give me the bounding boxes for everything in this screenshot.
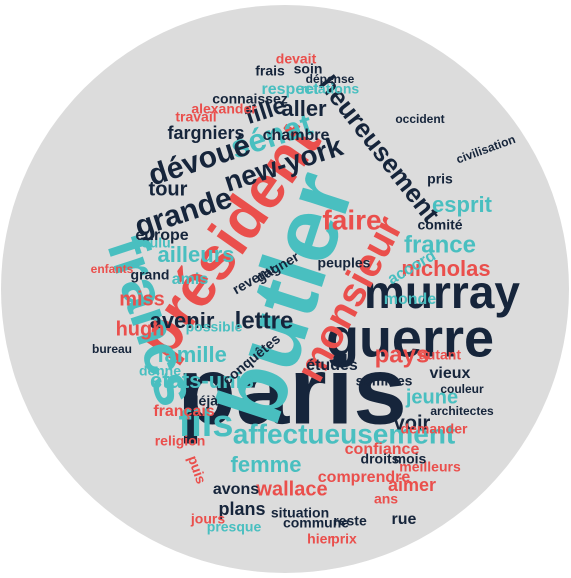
word: voulu	[133, 235, 170, 251]
word: dépense	[306, 72, 355, 86]
word: couleur	[440, 382, 484, 396]
word: donne	[139, 363, 181, 379]
word: situation	[271, 505, 329, 521]
word: aimer	[388, 475, 436, 495]
word: religion	[155, 433, 206, 449]
word: autant	[419, 347, 461, 363]
word: demander	[401, 421, 468, 437]
word: jours	[190, 511, 225, 527]
word: plans	[218, 499, 265, 519]
word: femme	[231, 452, 302, 477]
word: peuples	[318, 255, 371, 271]
word: fils	[179, 403, 234, 445]
word: enfants	[91, 262, 134, 276]
word: bureau	[92, 342, 132, 356]
word: esprit	[432, 192, 493, 217]
word: avenir	[150, 308, 215, 333]
word: rue	[392, 511, 417, 528]
word: comprendre	[318, 469, 411, 486]
word: commune	[283, 515, 349, 531]
word: ailleurs	[157, 242, 234, 267]
word: tour	[149, 178, 188, 200]
word: hier	[307, 531, 333, 547]
word: jeune	[405, 386, 458, 408]
word: alexander	[191, 101, 257, 117]
word: respect	[262, 81, 320, 98]
word: avons	[213, 481, 259, 498]
word: guerre	[326, 308, 494, 368]
word: murray	[364, 266, 520, 318]
word: études	[306, 357, 358, 374]
cloud-disc	[1, 5, 569, 573]
word: grand	[131, 267, 170, 283]
word: miss	[119, 288, 165, 310]
word: travail	[175, 109, 216, 125]
word: voir	[394, 412, 431, 434]
word: droits	[361, 451, 400, 467]
word: etats-unis	[150, 368, 254, 393]
word: connaissez	[212, 91, 287, 107]
word: monde	[384, 291, 437, 308]
word: confiance	[345, 441, 420, 458]
word: lettre	[235, 307, 294, 334]
word: pays	[375, 341, 430, 368]
word: presque	[207, 519, 262, 535]
word: famille	[157, 342, 227, 367]
word: faire	[322, 204, 381, 235]
word: amis	[172, 271, 209, 288]
word: déjà	[190, 393, 218, 409]
word: pris	[427, 171, 453, 187]
word: france	[404, 231, 476, 258]
word: devait	[276, 51, 317, 67]
word: relations	[301, 81, 360, 97]
word: prix	[331, 531, 357, 547]
word: affectueusement	[233, 418, 456, 449]
word: mois	[394, 451, 427, 467]
word: reste	[333, 513, 367, 529]
word: vieux	[430, 365, 471, 382]
word: nicholas	[401, 256, 490, 281]
word: hugh	[116, 318, 165, 340]
word: meilleurs	[399, 459, 461, 475]
word: ans	[374, 491, 398, 507]
word: chambre	[263, 127, 330, 144]
word: possible	[186, 319, 243, 335]
word: aller	[281, 96, 327, 121]
word: architectes	[430, 404, 494, 418]
word: occident	[395, 112, 444, 126]
word: wallace	[255, 478, 327, 500]
word: sommes	[356, 373, 413, 389]
word: comité	[417, 217, 462, 233]
word: soin	[294, 61, 323, 77]
word: français	[153, 403, 214, 420]
word: frais	[255, 63, 285, 79]
word: fargniers	[167, 123, 244, 143]
word: europe	[135, 227, 188, 244]
word: paris	[177, 337, 406, 444]
